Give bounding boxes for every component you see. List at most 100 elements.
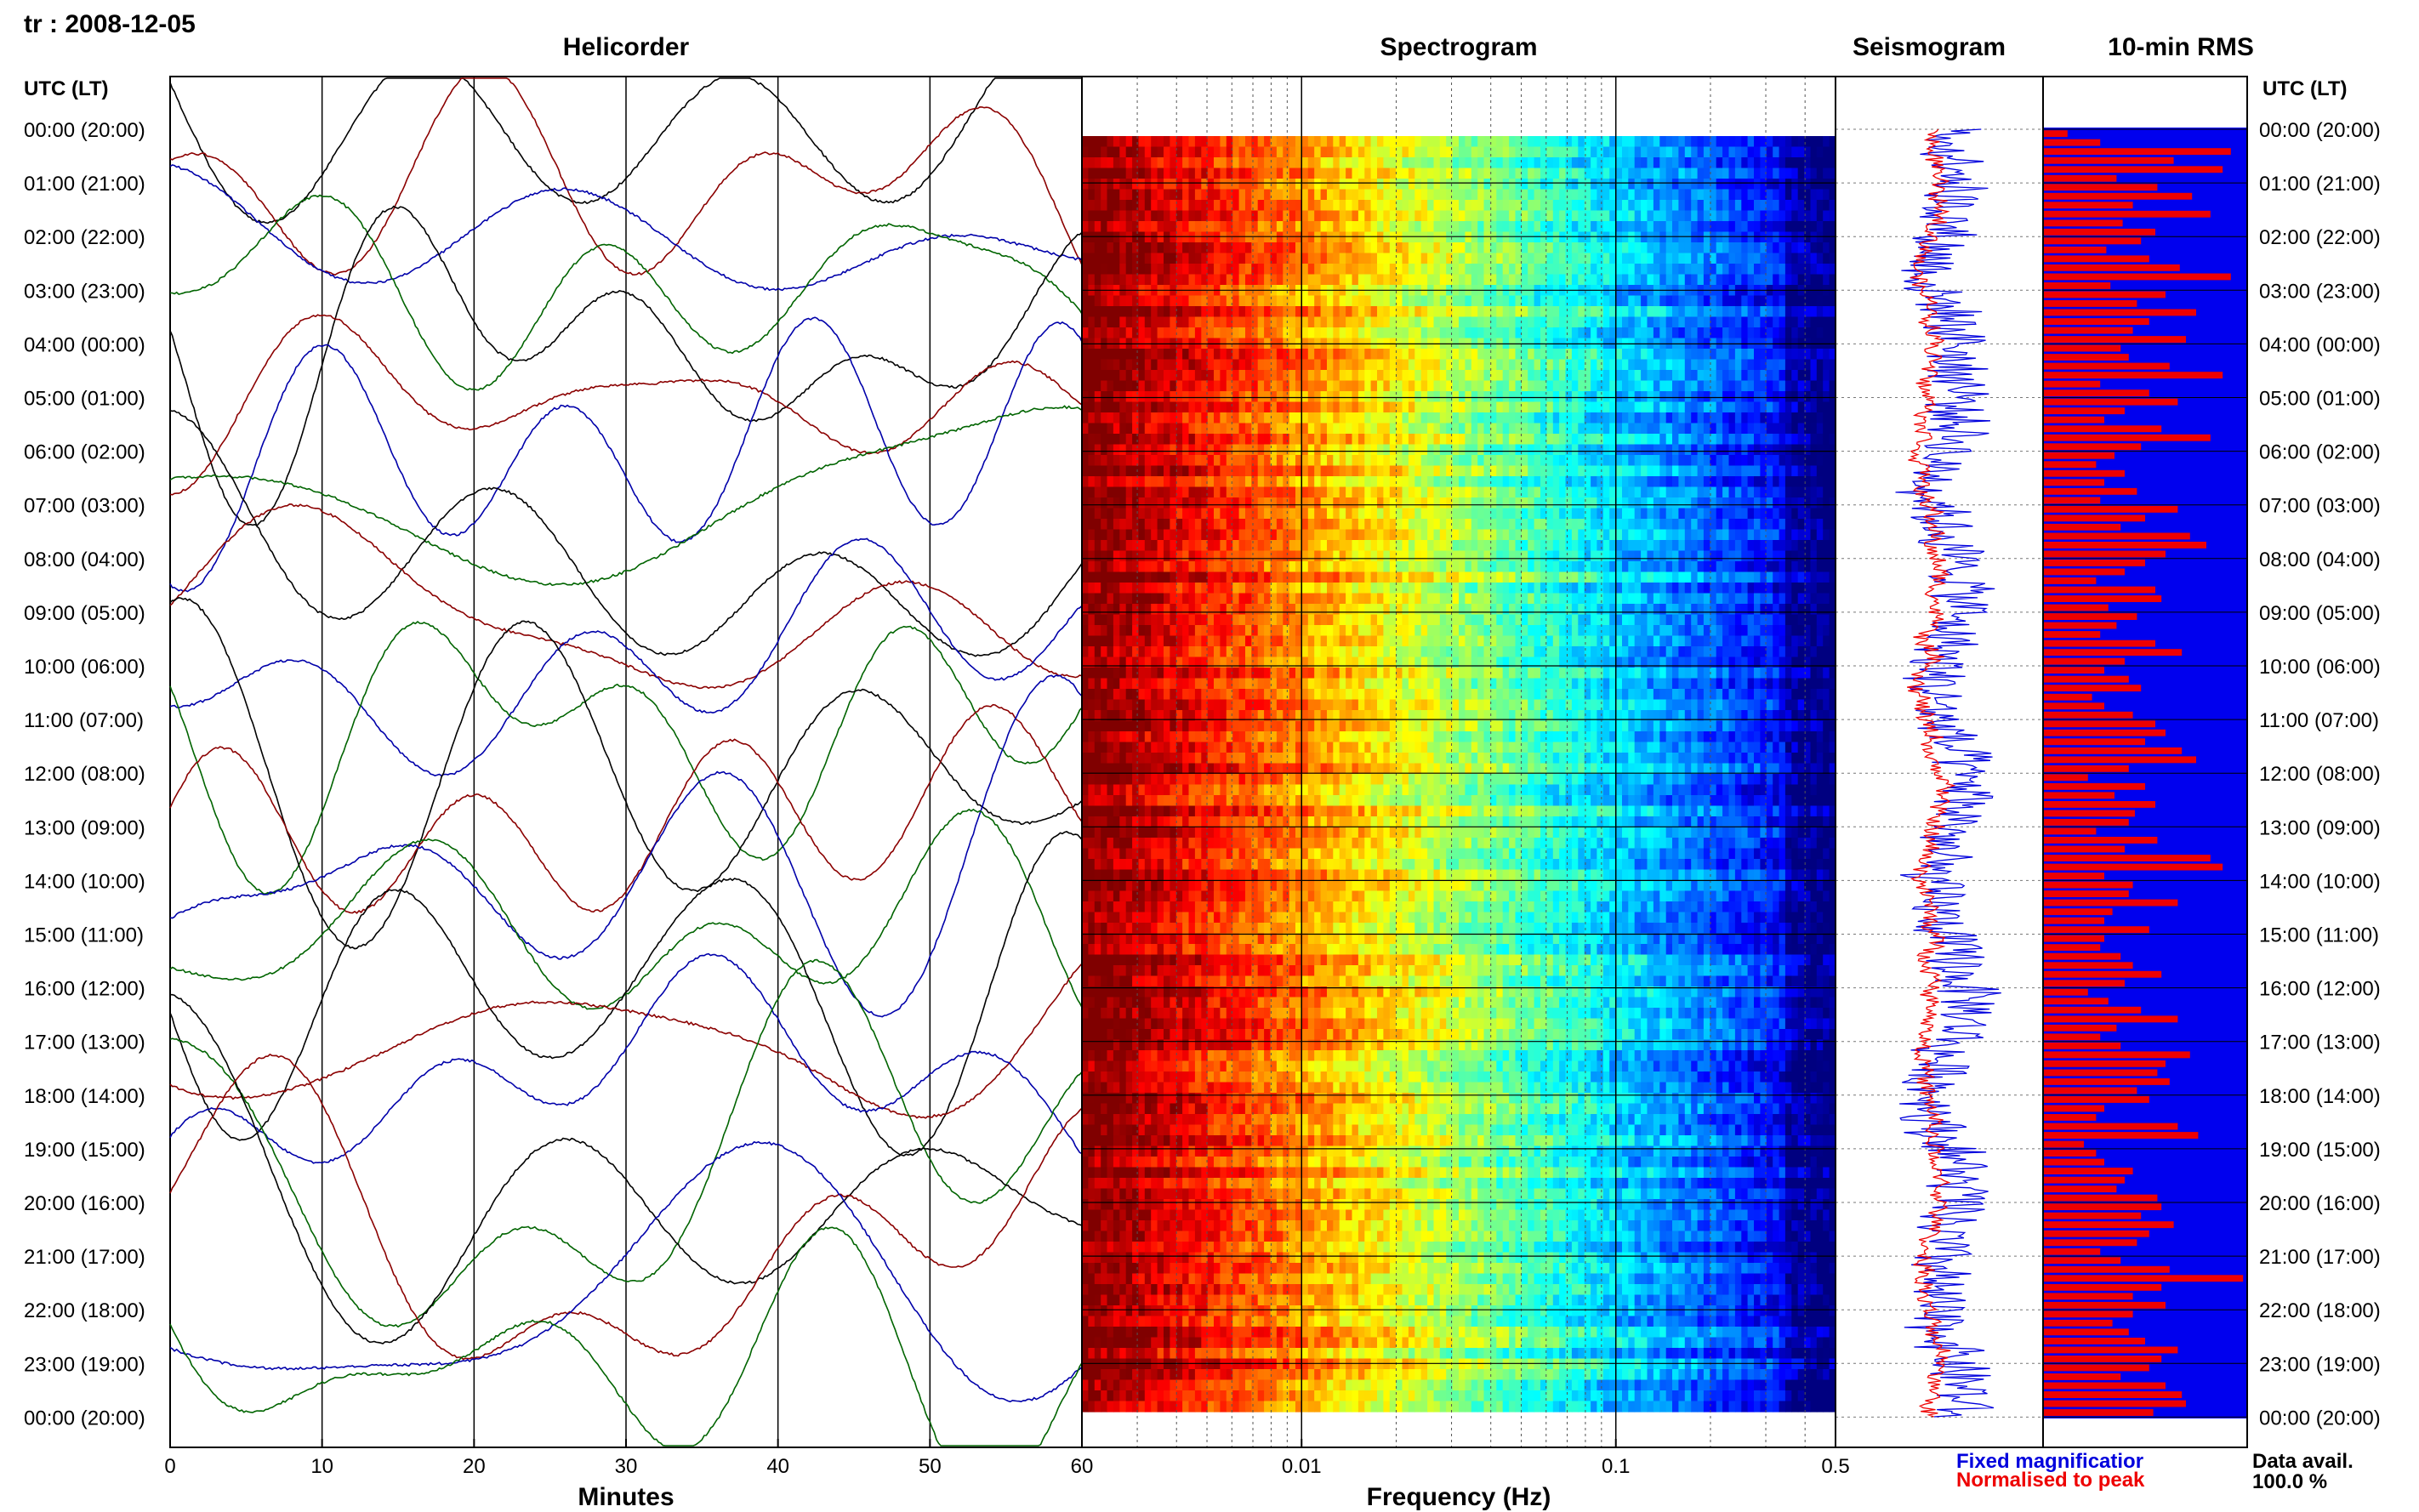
spectrogram-cell bbox=[1691, 316, 1699, 328]
spectrogram-cell bbox=[1779, 380, 1786, 392]
spectrogram-cell bbox=[1734, 146, 1742, 158]
spectrogram-cell bbox=[1678, 231, 1686, 243]
spectrogram-cell bbox=[1320, 540, 1328, 552]
spectrogram-cell bbox=[1615, 529, 1623, 541]
spectrogram-cell bbox=[1483, 179, 1491, 190]
spectrogram-cell bbox=[1194, 359, 1202, 371]
spectrogram-cell bbox=[1489, 444, 1497, 456]
spectrogram-cell bbox=[1175, 231, 1183, 243]
spectrogram-cell bbox=[1483, 264, 1491, 276]
spectrogram-cell bbox=[1559, 540, 1567, 552]
spectrogram-cell bbox=[1157, 231, 1164, 243]
spectrogram-cell bbox=[1289, 529, 1296, 541]
spectrogram-cell bbox=[1301, 561, 1309, 573]
spectrogram-cell bbox=[1615, 423, 1623, 435]
spectrogram-cell bbox=[1151, 412, 1158, 424]
spectrogram-cell bbox=[1816, 423, 1824, 435]
spectrogram-cell bbox=[1333, 380, 1340, 392]
spectrogram-cell bbox=[1584, 295, 1591, 307]
spectrogram-cell bbox=[1339, 486, 1346, 498]
spectrogram-cell bbox=[1439, 486, 1447, 498]
spectrogram-cell bbox=[1465, 497, 1472, 509]
spectrogram-cell bbox=[1327, 295, 1334, 307]
spectrogram-cell bbox=[1521, 359, 1528, 371]
spectrogram-cell bbox=[1144, 550, 1152, 562]
spectrogram-cell bbox=[1653, 391, 1660, 403]
spectrogram-cell bbox=[1691, 550, 1699, 562]
spectrogram-cell bbox=[1622, 295, 1629, 307]
spectrogram-cell bbox=[1107, 136, 1114, 148]
spectrogram-cell bbox=[1641, 264, 1648, 276]
spectrogram-cell bbox=[1659, 486, 1667, 498]
time-label-right: 19:00 (15:00) bbox=[2259, 1139, 2381, 1162]
spectrogram-cell bbox=[1370, 519, 1378, 531]
spectrogram-cell bbox=[1188, 434, 1196, 446]
spectrogram-cell bbox=[1515, 253, 1523, 264]
spectrogram-cell bbox=[1182, 210, 1190, 222]
spectrogram-cell bbox=[1157, 486, 1164, 498]
spectrogram-cell bbox=[1534, 540, 1541, 552]
spectrogram-cell bbox=[1678, 412, 1686, 424]
spectrogram-cell bbox=[1760, 529, 1767, 541]
spectrogram-cell bbox=[1082, 327, 1089, 339]
spectrogram-cell bbox=[1314, 519, 1322, 531]
spectrogram-cell bbox=[1214, 497, 1221, 509]
spectrogram-cell bbox=[1251, 519, 1259, 531]
spectrogram-cell bbox=[1144, 264, 1152, 276]
spectrogram-cell bbox=[1597, 306, 1604, 318]
spectrogram-cell bbox=[1452, 242, 1460, 254]
spectrogram-cell bbox=[1810, 465, 1818, 477]
spectrogram-cell bbox=[1784, 316, 1792, 328]
spectrogram-cell bbox=[1703, 136, 1710, 148]
spectrogram-cell bbox=[1653, 508, 1660, 520]
spectrogram-cell bbox=[1804, 210, 1812, 222]
spectrogram-cell bbox=[1370, 465, 1378, 477]
spectrogram-cell bbox=[1339, 200, 1346, 212]
spectrogram-cell bbox=[1188, 540, 1196, 552]
spectrogram-cell bbox=[1132, 221, 1140, 233]
spectrogram-cell bbox=[1784, 380, 1792, 392]
spectrogram-cell bbox=[1245, 157, 1252, 169]
spectrogram-cell bbox=[1408, 316, 1415, 328]
spectrogram-cell bbox=[1659, 476, 1667, 488]
spectrogram-cell bbox=[1509, 540, 1517, 552]
spectrogram-cell bbox=[1377, 434, 1384, 446]
spectrogram-cell bbox=[1540, 359, 1547, 371]
spectrogram-cell bbox=[1591, 242, 1598, 254]
spectrogram-cell bbox=[1125, 486, 1133, 498]
spectrogram-cell bbox=[1697, 550, 1705, 562]
spectrogram-cell bbox=[1420, 189, 1428, 201]
spectrogram-cell bbox=[1396, 264, 1403, 276]
spectrogram-cell bbox=[1779, 465, 1786, 477]
spectrogram-cell bbox=[1157, 136, 1164, 148]
spectrogram-cell bbox=[1283, 497, 1290, 509]
spectrogram-cell bbox=[1164, 200, 1170, 212]
spectrogram-cell bbox=[1578, 136, 1585, 148]
spectrogram-cell bbox=[1088, 497, 1096, 509]
spectrogram-cell bbox=[1483, 476, 1491, 488]
spectrogram-cell bbox=[1502, 264, 1510, 276]
spectrogram-cell bbox=[1697, 370, 1705, 382]
spectrogram-cell bbox=[1791, 529, 1799, 541]
spectrogram-cell bbox=[1251, 370, 1259, 382]
spectrogram-cell bbox=[1697, 157, 1705, 169]
spectrogram-cell bbox=[1119, 529, 1127, 541]
spectrogram-cell bbox=[1175, 264, 1183, 276]
spectrogram-cell bbox=[1496, 465, 1504, 477]
spectrogram-cell bbox=[1684, 550, 1692, 562]
spectrogram-cell bbox=[1295, 476, 1302, 488]
spectrogram-cell bbox=[1220, 316, 1227, 328]
spectrogram-cell bbox=[1459, 231, 1466, 243]
spectrogram-cell bbox=[1829, 359, 1836, 371]
spectrogram-cell bbox=[1597, 455, 1604, 467]
spectrogram-cell bbox=[1684, 274, 1692, 286]
spectrogram-cell bbox=[1276, 497, 1283, 509]
spectrogram-cell bbox=[1697, 327, 1705, 339]
spectrogram-cell bbox=[1251, 359, 1259, 371]
spectrogram-cell bbox=[1779, 434, 1786, 446]
spectrogram-cell bbox=[1615, 146, 1623, 158]
spectrogram-cell bbox=[1132, 540, 1140, 552]
spectrogram-cell bbox=[1264, 179, 1272, 190]
spectrogram-cell bbox=[1301, 540, 1309, 552]
spectrogram-cell bbox=[1734, 295, 1742, 307]
